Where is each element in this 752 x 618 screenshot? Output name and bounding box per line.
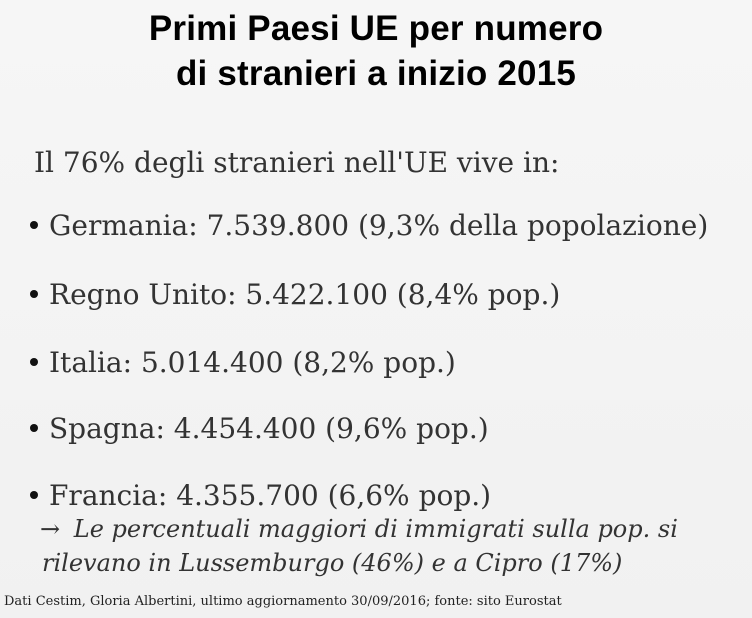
intro-text: Il 76% degli stranieri nell'UE vive in: [34,146,560,179]
bullet-text: Germania: 7.539.800 (9,3% della popolazi… [49,209,709,242]
list-item-italy: Italia: 5.014.400 (8,2% pop.) [30,344,456,382]
bullet-icon [30,424,38,432]
bullet-text: Francia: 4.355.700 (6,6% pop.) [49,479,492,512]
arrow-right-icon: → [40,515,61,543]
list-item-united-kingdom: Regno Unito: 5.422.100 (8,4% pop.) [30,276,560,314]
bullet-icon [30,221,38,229]
bullet-text: Spagna: 4.454.400 (9,6% pop.) [49,412,489,445]
bullet-icon [30,491,38,499]
list-item-france: Francia: 4.355.700 (6,6% pop.) [30,477,491,515]
slide-title: Primi Paesi UE per numero di stranieri a… [0,6,752,96]
bullet-text: Regno Unito: 5.422.100 (8,4% pop.) [49,278,561,311]
slide-title-line1: Primi Paesi UE per numero [148,9,604,48]
slide-title-line2: di stranieri a inizio 2015 [175,54,577,93]
note-text: → Le percentuali maggiori di immigrati s… [40,512,745,580]
list-item-spain: Spagna: 4.454.400 (9,6% pop.) [30,410,489,448]
list-item-germany: Germania: 7.539.800 (9,3% della popolazi… [30,207,708,245]
source-footer: Dati Cestim, Gloria Albertini, ultimo ag… [4,594,562,609]
bullet-text: Italia: 5.014.400 (8,2% pop.) [49,346,456,379]
bullet-icon [30,290,38,298]
bullet-icon [30,358,38,366]
note-line2: rilevano in Lussemburgo (46%) e a Cipro … [42,549,623,577]
note-line1: Le percentuali maggiori di immigrati sul… [73,515,678,543]
